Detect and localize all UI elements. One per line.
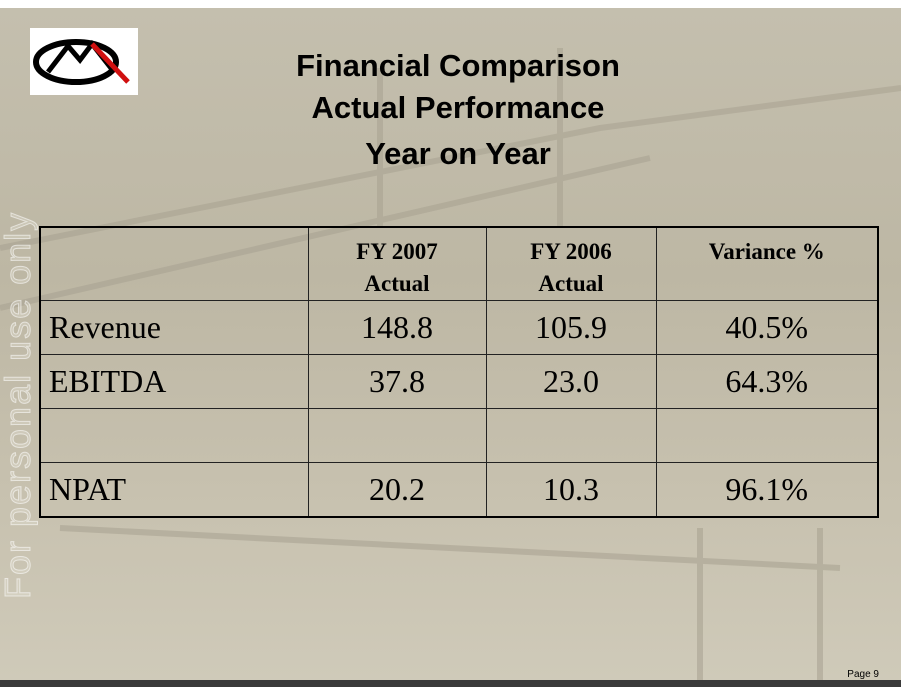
cell: 10.3 (485, 462, 657, 518)
cell: 37.8 (307, 354, 487, 409)
title-line: Actual Performance (311, 90, 605, 125)
cell: 105.9 (485, 300, 657, 355)
header-row: FY 2007 Actual FY 2006 Actual Variance % (39, 226, 879, 301)
header-cell: FY 2006 Actual (485, 226, 657, 301)
row: Revenue 148.8 105.9 40.5% (39, 300, 879, 355)
header-line: Actual (364, 271, 430, 296)
cell: 96.1% (655, 462, 879, 518)
cell: 40.5% (655, 300, 879, 355)
cell (655, 408, 879, 463)
title-line: Year on Year (365, 136, 551, 171)
cell: Revenue (39, 300, 309, 355)
slide: For personal use only Financial Comparis… (0, 8, 901, 680)
row: EBITDA 37.8 23.0 64.3% (39, 354, 879, 409)
cell: EBITDA (39, 354, 309, 409)
cell (307, 408, 487, 463)
header-line: Variance % (708, 239, 825, 264)
row: NPAT 20.2 10.3 96.1% (39, 462, 879, 518)
header-line: Actual (538, 271, 604, 296)
header-line: FY 2007 (356, 239, 438, 264)
cell: 64.3% (655, 354, 879, 409)
cell: NPAT (39, 462, 309, 518)
cell: 20.2 (307, 462, 487, 518)
cell (485, 408, 657, 463)
page-number: Page 9 (847, 669, 879, 680)
header-line: FY 2006 (530, 239, 612, 264)
header-cell: Variance % (655, 226, 879, 301)
cell (39, 408, 309, 463)
logo-mark (33, 39, 130, 85)
logo (30, 28, 138, 95)
cell: 148.8 (307, 300, 487, 355)
spacer-row (39, 408, 879, 463)
header-cell: FY 2007 Actual (307, 226, 487, 301)
watermark: For personal use only (0, 210, 39, 599)
title-line: Financial Comparison (296, 48, 620, 83)
financial-table: FY 2007 Actual FY 2006 Actual Variance % R… (39, 226, 879, 518)
header-cell (39, 226, 309, 301)
cell: 23.0 (485, 354, 657, 409)
bottom-bar (0, 680, 901, 687)
